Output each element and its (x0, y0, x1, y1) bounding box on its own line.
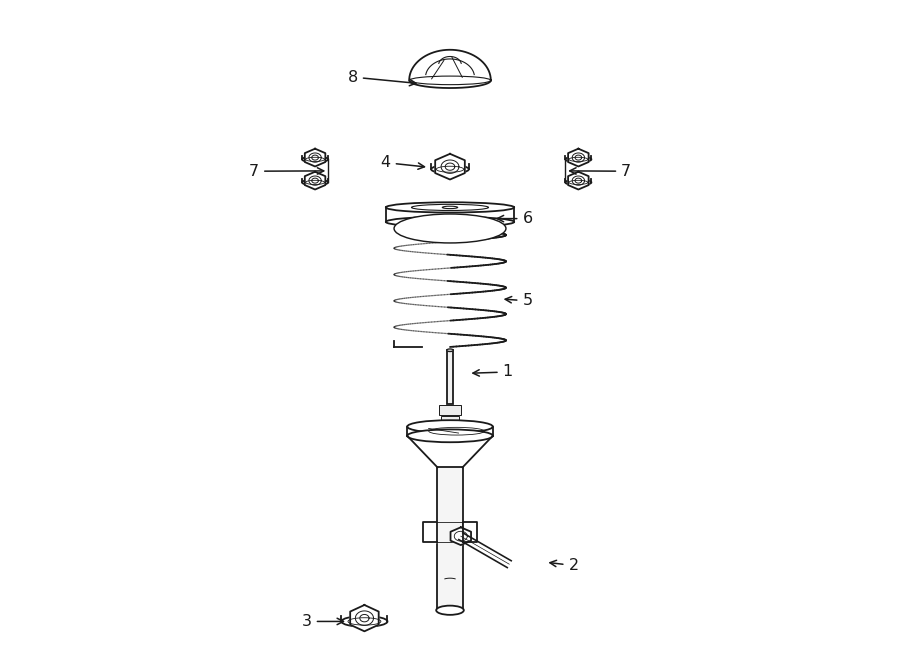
Ellipse shape (565, 157, 591, 163)
Ellipse shape (302, 179, 328, 185)
Polygon shape (463, 522, 477, 542)
Polygon shape (568, 172, 589, 190)
Text: 1: 1 (472, 364, 513, 379)
Polygon shape (568, 149, 589, 167)
Text: 4: 4 (381, 155, 425, 170)
Text: 6: 6 (498, 211, 533, 226)
Ellipse shape (436, 605, 464, 615)
Ellipse shape (446, 349, 454, 352)
Ellipse shape (442, 206, 458, 209)
Polygon shape (459, 533, 511, 568)
Ellipse shape (431, 165, 469, 174)
Polygon shape (386, 208, 514, 222)
Text: 7: 7 (249, 164, 324, 178)
Ellipse shape (341, 616, 388, 627)
Ellipse shape (394, 214, 506, 243)
Text: 8: 8 (347, 69, 416, 86)
Polygon shape (350, 605, 379, 631)
Ellipse shape (302, 157, 328, 163)
Text: 2: 2 (550, 558, 579, 573)
Polygon shape (423, 522, 437, 542)
Ellipse shape (565, 179, 591, 185)
Ellipse shape (407, 430, 493, 442)
Ellipse shape (407, 420, 493, 433)
Text: 5: 5 (505, 293, 533, 309)
Ellipse shape (386, 217, 514, 227)
Bar (441, 416, 459, 425)
Text: 7: 7 (570, 164, 631, 178)
Polygon shape (436, 154, 464, 180)
Text: 3: 3 (302, 614, 344, 629)
Bar (439, 405, 461, 414)
Ellipse shape (386, 202, 514, 213)
Polygon shape (410, 50, 490, 88)
Bar (439, 426, 461, 436)
Ellipse shape (428, 220, 472, 235)
Polygon shape (451, 527, 471, 545)
Polygon shape (305, 149, 325, 167)
Polygon shape (305, 172, 325, 190)
Bar (437, 467, 463, 610)
Polygon shape (407, 436, 493, 467)
Bar (446, 350, 454, 405)
